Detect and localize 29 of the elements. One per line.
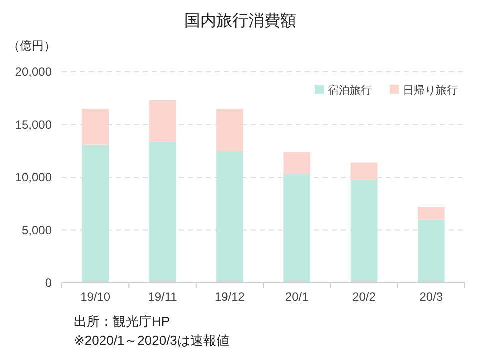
bar: [216, 151, 244, 283]
text: 出所：観光庁HP: [74, 314, 170, 329]
legend-label: 宿泊旅行: [328, 84, 372, 97]
legend-label: 日帰り旅行: [403, 84, 458, 97]
bar: [418, 207, 445, 220]
y-axis-title: （億円）: [8, 39, 56, 53]
bar: [149, 142, 176, 283]
x-tick-label: 19/11: [148, 290, 178, 304]
x-tick-label: 20/2: [352, 290, 376, 304]
x-tick-label: 19/10: [80, 290, 111, 304]
y-tick-label: 20,000: [15, 65, 52, 80]
bar: [284, 152, 311, 174]
bar: [149, 100, 176, 142]
bar: [350, 162, 378, 180]
x-tick-label: 20/1: [285, 290, 310, 304]
bar: [418, 220, 445, 283]
bar: [82, 144, 110, 283]
y-tick-label: 10,000: [15, 170, 52, 185]
text: ※2020/1～2020/3は速報値: [74, 333, 230, 348]
y-tick-label: 0: [45, 276, 52, 290]
y-tick-label: 15,000: [15, 118, 52, 132]
bar: [216, 108, 244, 152]
chart-title: 国内旅行消費額: [184, 12, 296, 30]
bar: [82, 108, 110, 145]
y-tick-label: 5,000: [22, 223, 52, 238]
bar: [350, 180, 378, 283]
x-tick-label: 19/12: [214, 290, 246, 304]
x-tick-label: 20/3: [420, 290, 444, 304]
bar: [284, 174, 311, 283]
